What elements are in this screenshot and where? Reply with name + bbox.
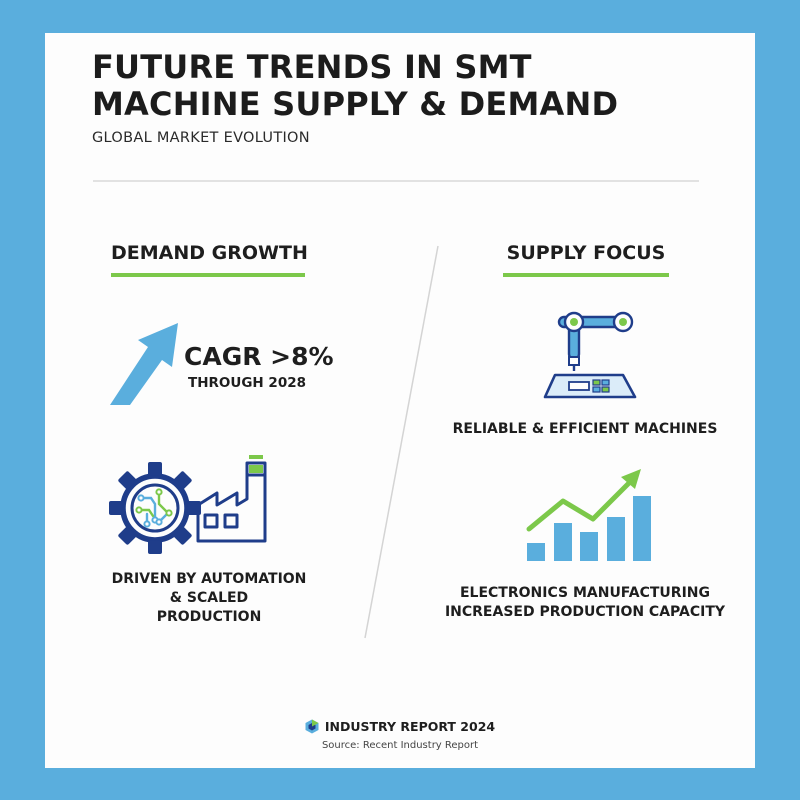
machines-label: RELIABLE & EFFICIENT MACHINES (452, 421, 718, 437)
supply-heading: SUPPLY FOCUS (506, 242, 666, 264)
cagr-value: CAGR >8% (184, 342, 334, 371)
robotic-arm-icon (543, 311, 637, 399)
hexagon-logo-icon (305, 719, 319, 734)
bar-growth-chart-icon (526, 469, 651, 561)
title-line-1: FUTURE TRENDS IN SMT (92, 48, 532, 86)
growth-arrow-icon (110, 323, 178, 405)
footer-source: Source: Recent Industry Report (321, 740, 479, 751)
demand-driver-line-3: PRODUCTION (156, 609, 262, 625)
infographic-card: FUTURE TRENDS IN SMT MACHINE SUPPLY & DE… (45, 33, 755, 768)
footer-report: INDUSTRY REPORT 2024 (45, 719, 755, 737)
demand-driver-line-2: & SCALED (169, 590, 249, 606)
demand-heading: DEMAND GROWTH (111, 242, 308, 264)
cagr-period: THROUGH 2028 (188, 375, 306, 391)
demand-driver-line-1: DRIVEN BY AUTOMATION (111, 571, 307, 587)
capacity-line-2: INCREASED PRODUCTION CAPACITY (444, 604, 726, 620)
supply-heading-underline (503, 273, 669, 277)
title-line-2: MACHINE SUPPLY & DEMAND (92, 85, 619, 123)
factory-icon (196, 455, 267, 543)
gear-circuit-icon (109, 462, 201, 554)
page-title: FUTURE TRENDS IN SMT MACHINE SUPPLY & DE… (92, 49, 712, 123)
page-subtitle: GLOBAL MARKET EVOLUTION (92, 130, 310, 146)
capacity-line-1: ELECTRONICS MANUFACTURING (459, 585, 710, 601)
footer-report-label: INDUSTRY REPORT 2024 (324, 719, 496, 734)
demand-heading-underline (111, 273, 305, 277)
header-divider (93, 180, 699, 182)
